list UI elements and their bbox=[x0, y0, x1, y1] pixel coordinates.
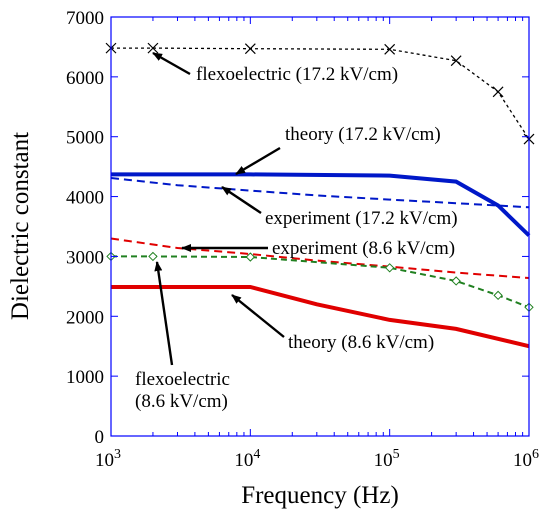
series-line-theory-17-2-kv-cm bbox=[111, 172, 531, 237]
annotation-arrow bbox=[235, 146, 281, 176]
y-tick-label: 2000 bbox=[66, 307, 104, 328]
annotation-label: theory (17.2 kV/cm) bbox=[285, 124, 441, 145]
y-tick-label: 3000 bbox=[66, 247, 104, 268]
y-tick-label: 1000 bbox=[66, 367, 104, 388]
data-point-x-marker bbox=[450, 55, 462, 67]
annotation-arrow bbox=[221, 186, 262, 214]
plot-frame bbox=[110, 16, 530, 437]
series-line-flexoelectric-8-6-kv-cm bbox=[111, 255, 530, 309]
x-axis-label: Frequency (Hz) bbox=[241, 482, 399, 509]
y-tick-label: 6000 bbox=[66, 68, 104, 89]
series-line-experiment-8-6-kv-cm bbox=[110, 237, 530, 279]
data-point-diamond-marker bbox=[384, 263, 395, 273]
data-point-diamond-marker bbox=[148, 251, 158, 262]
data-point-x-marker bbox=[384, 43, 396, 55]
data-point-diamond-marker bbox=[245, 252, 256, 262]
x-tick-label: 106 bbox=[513, 447, 539, 471]
data-point-x-marker bbox=[147, 42, 159, 54]
series-line-experiment-17-2-kv-cm bbox=[110, 177, 530, 209]
y-tick-label: 4000 bbox=[66, 188, 104, 209]
annotation-label: experiment (17.2 kV/cm) bbox=[265, 208, 458, 229]
series-line-theory-8-6-kv-cm bbox=[111, 285, 530, 349]
x-tick-label: 105 bbox=[374, 447, 400, 471]
annotation-layer: flexoelectric (17.2 kV/cm) theory (17.2 k… bbox=[135, 51, 458, 412]
data-point-x-marker bbox=[244, 43, 256, 55]
data-point-x-marker bbox=[492, 86, 504, 98]
x-tick-label: 103 bbox=[95, 447, 121, 471]
annotation-label: experiment (8.6 kV/cm) bbox=[272, 238, 455, 259]
series-layer bbox=[105, 42, 535, 349]
x-tick-label: 104 bbox=[234, 447, 260, 471]
annotation-label: flexoelectric (8.6 kV/cm) bbox=[135, 369, 230, 412]
y-axis-label: Dielectric constant bbox=[7, 132, 34, 320]
data-point-diamond-marker bbox=[493, 290, 503, 301]
tick-layer: 0 1000 2000 3000 4000 5000 6000 7000 103 104 105 10… bbox=[66, 8, 539, 471]
annotation-arrow bbox=[154, 261, 174, 366]
y-tick-label: 0 bbox=[95, 427, 105, 448]
annotation-arrow bbox=[152, 51, 191, 76]
annotation-label: flexoelectric (17.2 kV/cm) bbox=[196, 64, 398, 85]
y-tick-label: 5000 bbox=[66, 128, 104, 149]
annotation-label: theory (8.6 kV/cm) bbox=[288, 332, 434, 353]
data-point-diamond-marker bbox=[451, 276, 461, 286]
annotation-arrow bbox=[231, 294, 285, 338]
y-tick-label: 7000 bbox=[66, 8, 104, 29]
